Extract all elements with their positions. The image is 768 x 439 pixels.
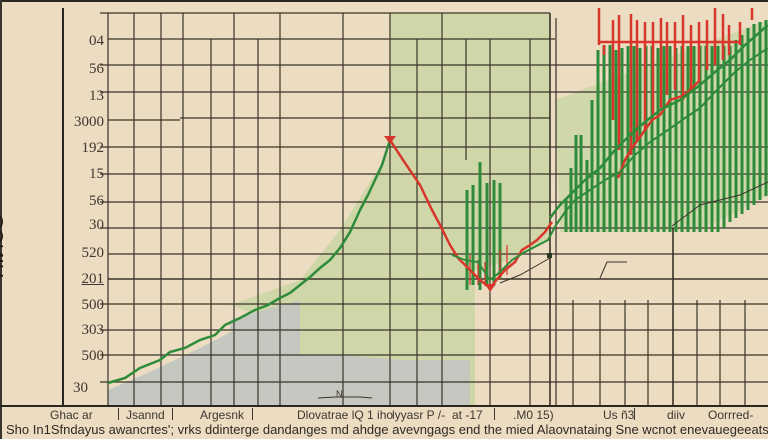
x-tick: Oorrred-	[708, 408, 754, 422]
y-tick: 303	[81, 322, 105, 338]
x-tick-separator	[118, 408, 119, 420]
green-upper-line	[549, 24, 768, 219]
green-lower-line	[451, 47, 768, 282]
x-tick: diiv	[667, 408, 686, 422]
annotation-line	[499, 257, 551, 284]
annotation-n: N	[336, 389, 343, 399]
annotation-small-line	[599, 261, 627, 279]
red-upper-line	[616, 79, 701, 179]
y-tick: 30	[73, 380, 88, 396]
dark-node-marker	[547, 253, 552, 258]
y-tick: 15	[89, 166, 104, 182]
x-tick-separator	[634, 408, 635, 420]
grid-vertical	[107, 13, 746, 405]
y-axis-title: HIИOS	[0, 215, 8, 279]
grey-panel	[108, 330, 470, 405]
y-tick: 201	[81, 271, 105, 287]
x-tick: lyyasr P /-	[392, 408, 446, 422]
grey-panel-2	[230, 300, 300, 330]
x-tick: .M0 15)	[513, 408, 554, 422]
y-tick: 500	[81, 348, 105, 364]
x-tick: Us ñ3	[603, 408, 635, 422]
red-trough-marker	[485, 284, 496, 292]
top-border	[0, 0, 768, 2]
y-tick: 04	[89, 33, 104, 49]
annotation-step-line	[671, 181, 768, 227]
chart-caption: Sho In1Sfndayus awancrtes'; vrks ddinter…	[6, 422, 768, 437]
y-tick: 13	[89, 88, 104, 104]
x-tick: Jsannd	[126, 408, 165, 422]
x-tick-separator	[172, 408, 173, 420]
left-border	[0, 0, 2, 439]
annotation-arrow	[317, 396, 373, 399]
y-tick: 500	[81, 297, 105, 313]
x-tick: Dlovatrae lQ 1 iho	[297, 408, 394, 422]
y-tick: 520	[81, 245, 105, 261]
red-peak-marker	[384, 136, 396, 144]
y-tick: 3000	[74, 114, 104, 130]
y-tick: 192	[81, 140, 105, 156]
green-rising-line	[107, 139, 392, 385]
y-tick: 30	[89, 217, 104, 233]
x-tick-separator	[494, 408, 495, 420]
y-axis-line	[62, 8, 64, 406]
x-tick: Argesnk	[200, 408, 245, 422]
x-tick: at -17	[452, 408, 483, 422]
x-tick-separator	[252, 408, 253, 420]
red-bars	[597, 8, 754, 155]
y-tick: 56	[89, 193, 104, 209]
y-tick: 56	[89, 61, 104, 77]
x-tick: Ghac ar	[50, 408, 93, 422]
x-axis-line	[0, 405, 768, 407]
